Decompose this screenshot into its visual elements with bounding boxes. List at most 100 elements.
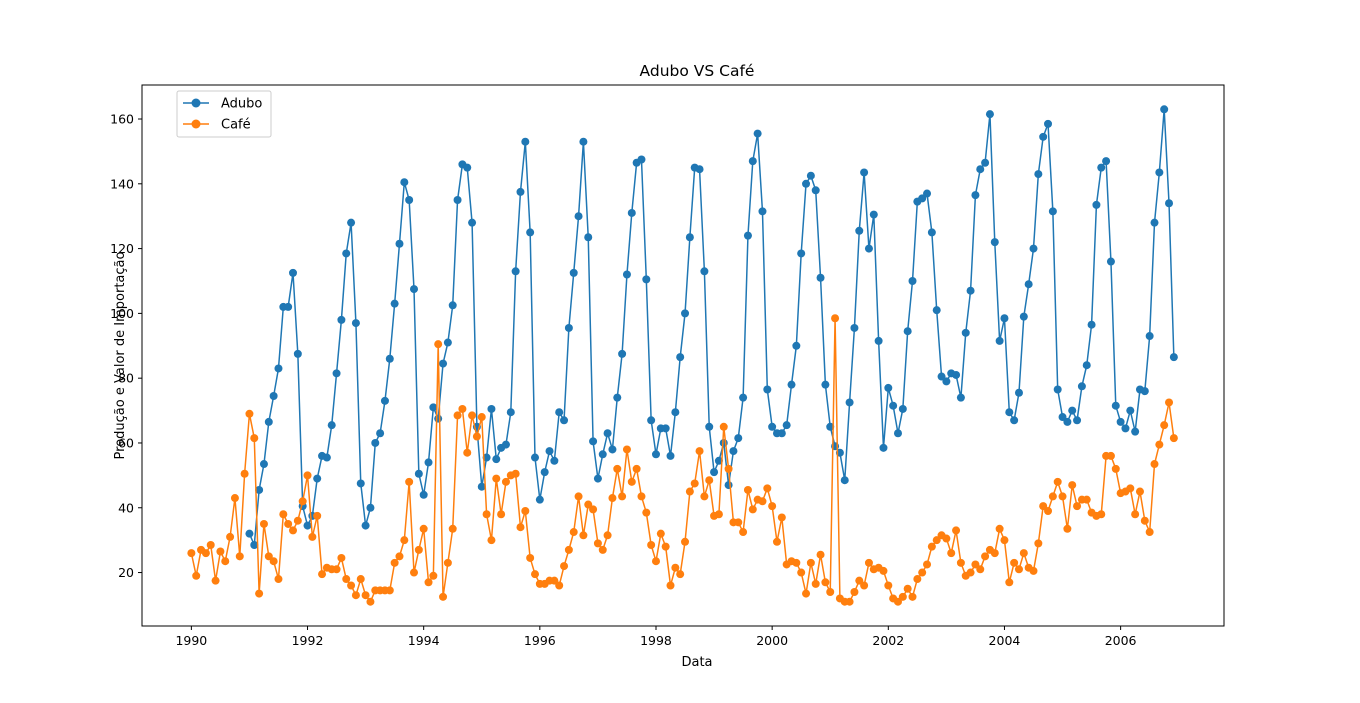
- data-point-adubo: [792, 341, 801, 350]
- data-point-cafe: [1053, 477, 1062, 486]
- data-point-cafe: [893, 597, 902, 606]
- data-point-adubo: [540, 468, 549, 477]
- data-point-adubo: [956, 393, 965, 402]
- data-point-adubo: [1063, 417, 1072, 426]
- data-point-cafe: [298, 497, 307, 506]
- data-point-cafe: [1145, 528, 1154, 537]
- data-point-cafe: [971, 560, 980, 569]
- y-tick-label: 80: [118, 371, 134, 386]
- data-point-adubo: [434, 414, 443, 423]
- data-point-cafe: [622, 445, 631, 454]
- data-point-adubo: [985, 110, 994, 119]
- data-point-cafe: [603, 531, 612, 540]
- data-point-adubo: [864, 244, 873, 253]
- data-point-adubo: [560, 416, 569, 425]
- data-point-adubo: [487, 404, 496, 413]
- data-point-adubo: [1121, 424, 1130, 433]
- data-point-cafe: [647, 541, 656, 550]
- data-point-cafe: [637, 492, 646, 501]
- data-point-adubo: [995, 336, 1004, 345]
- data-point-cafe: [1097, 510, 1106, 519]
- data-point-adubo: [545, 447, 554, 456]
- data-point-adubo: [1092, 200, 1101, 209]
- data-point-cafe: [981, 552, 990, 561]
- data-point-adubo: [492, 455, 501, 464]
- data-point-adubo: [884, 383, 893, 392]
- data-point-adubo: [637, 155, 646, 164]
- x-tick-label: 2002: [872, 633, 904, 648]
- data-point-cafe: [845, 597, 854, 606]
- data-point-cafe: [414, 545, 423, 554]
- data-point-adubo: [1140, 387, 1149, 396]
- data-point-cafe: [501, 477, 510, 486]
- data-point-cafe: [632, 464, 641, 473]
- data-point-cafe: [274, 575, 283, 584]
- data-point-adubo: [768, 422, 777, 431]
- data-point-adubo: [627, 208, 636, 217]
- data-point-adubo: [1039, 132, 1048, 141]
- data-point-adubo: [443, 338, 452, 347]
- data-point-cafe: [627, 477, 636, 486]
- data-point-cafe: [284, 519, 293, 528]
- data-point-adubo: [395, 239, 404, 248]
- data-point-adubo: [371, 438, 380, 447]
- data-point-adubo: [903, 327, 912, 336]
- legend-marker-adubo: [191, 98, 201, 108]
- data-point-cafe: [860, 581, 869, 590]
- data-point-adubo: [410, 285, 418, 294]
- data-point-adubo: [361, 521, 370, 530]
- data-point-cafe: [221, 557, 230, 566]
- data-point-adubo: [923, 189, 932, 198]
- data-point-adubo: [1034, 170, 1043, 179]
- data-point-cafe: [1063, 524, 1072, 533]
- data-point-cafe: [264, 552, 273, 561]
- data-point-adubo: [806, 171, 815, 180]
- data-point-adubo: [777, 429, 786, 438]
- x-tick-label: 1992: [292, 633, 324, 648]
- data-point-adubo: [797, 249, 806, 258]
- data-point-cafe: [598, 545, 607, 554]
- data-point-adubo: [366, 503, 375, 512]
- legend-label-cafe: Café: [221, 118, 251, 133]
- data-point-adubo: [1169, 353, 1178, 362]
- data-point-adubo: [245, 529, 254, 538]
- data-point-cafe: [1044, 507, 1053, 515]
- data-point-cafe: [361, 591, 370, 600]
- data-point-cafe: [482, 510, 491, 519]
- data-point-adubo: [313, 474, 322, 483]
- data-point-cafe: [642, 508, 651, 517]
- data-point-adubo: [380, 396, 389, 405]
- data-point-cafe: [240, 469, 249, 478]
- x-tick-label: 1998: [640, 633, 672, 648]
- data-point-cafe: [477, 413, 486, 422]
- data-point-adubo: [1102, 157, 1111, 166]
- data-point-cafe: [651, 557, 660, 566]
- data-point-cafe: [289, 526, 297, 535]
- data-point-cafe: [211, 576, 220, 585]
- data-point-cafe: [806, 558, 815, 567]
- data-point-cafe: [913, 575, 922, 584]
- data-point-adubo: [1131, 427, 1140, 436]
- data-point-cafe: [443, 558, 452, 567]
- data-point-cafe: [395, 552, 404, 561]
- data-point-adubo: [274, 364, 283, 373]
- data-point-cafe: [700, 492, 709, 501]
- data-point-cafe: [719, 422, 728, 431]
- data-point-adubo: [1014, 388, 1023, 397]
- data-point-cafe: [923, 560, 932, 569]
- data-point-adubo: [327, 421, 336, 430]
- data-point-adubo: [284, 302, 293, 311]
- data-point-adubo: [1000, 314, 1009, 323]
- data-point-cafe: [792, 558, 801, 567]
- data-point-adubo: [976, 165, 985, 174]
- data-point-cafe: [608, 494, 617, 503]
- data-point-adubo: [981, 158, 990, 167]
- data-point-adubo: [1024, 280, 1033, 289]
- data-point-cafe: [850, 587, 859, 596]
- data-point-adubo: [1116, 417, 1125, 426]
- data-point-adubo: [937, 372, 946, 381]
- data-point-cafe: [879, 566, 888, 575]
- chart-title: Adubo VS Café: [640, 62, 755, 80]
- data-point-adubo: [468, 218, 477, 227]
- data-point-adubo: [1053, 385, 1062, 394]
